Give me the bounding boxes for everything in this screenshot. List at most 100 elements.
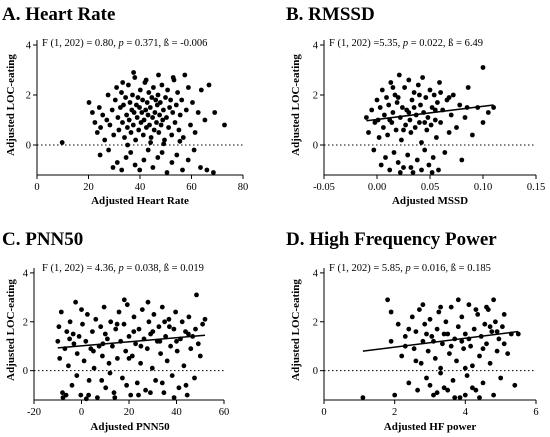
panel-a-point	[143, 107, 149, 113]
panel-d-x-axis-label: Adjusted HF power	[384, 421, 477, 433]
panel-c-point	[144, 346, 150, 352]
panel-c-point	[156, 324, 162, 330]
panel-a-point	[100, 112, 106, 118]
panel-c-point	[86, 378, 92, 383]
panel-a-point	[127, 100, 133, 105]
panel-c-point	[195, 341, 201, 347]
panel-b-point	[393, 127, 399, 133]
panel-c-point	[67, 336, 72, 342]
panel-b-point	[401, 165, 406, 170]
panel-a-point	[170, 110, 176, 115]
panel-c-point	[80, 321, 85, 327]
panel-b-point	[384, 95, 389, 100]
panel-b-point	[374, 97, 380, 103]
panel-a-point	[110, 165, 116, 170]
panel-a-point	[174, 152, 180, 158]
panel-b-point	[422, 120, 428, 125]
panel-a-point	[141, 157, 147, 163]
panel-a-point	[112, 97, 118, 103]
panel-a-point	[160, 117, 166, 123]
panel-a-point	[139, 110, 145, 115]
panel-d-stats-pre: F (1, 202) = 5.85,	[329, 263, 406, 274]
panel-c-point	[138, 343, 144, 349]
panel-d-point	[424, 331, 429, 337]
panel-c-point	[133, 341, 139, 347]
panel-c-point	[113, 326, 119, 332]
panel-c-point	[110, 343, 115, 349]
panel-a-point	[114, 160, 120, 165]
panel-d-point	[385, 297, 390, 303]
panel-c-point	[73, 299, 78, 305]
panel-c-regression	[57, 334, 206, 349]
panel-d-point	[491, 297, 496, 303]
panel-c-point	[57, 356, 63, 361]
panel-a-point	[107, 122, 113, 128]
panel-a-point	[173, 102, 179, 108]
panel-a-point	[132, 75, 138, 80]
panel-b-point	[391, 150, 397, 155]
panel-a-point	[96, 105, 102, 110]
panel-d-point	[432, 356, 438, 361]
panel-b-regression	[366, 104, 494, 122]
panel-a-point	[136, 127, 142, 133]
panel-a-y-tick-label: 2	[26, 91, 31, 102]
panel-d-point	[434, 390, 440, 396]
panel-d-regression-line	[362, 330, 519, 352]
panel-d-point	[512, 382, 518, 388]
panel-d-point	[406, 326, 412, 332]
panel-b-point	[438, 120, 443, 125]
panel-a-point	[86, 100, 92, 105]
panel-a-point	[156, 72, 161, 78]
panel-a-point	[180, 135, 186, 140]
panel-c-point	[136, 392, 141, 398]
panel-a-point	[154, 120, 159, 125]
panel-c-point	[67, 319, 73, 325]
panel-a-point	[109, 107, 115, 113]
panel-a-points	[59, 70, 227, 175]
panel-d-point	[402, 334, 408, 339]
panel-c-point	[116, 309, 122, 315]
panel-a-point	[159, 82, 165, 88]
panel-a-point	[90, 110, 95, 115]
panel-a-stats-pre: F (1, 202) = 0.80,	[42, 38, 119, 49]
panel-c-point	[123, 348, 129, 354]
panel-c-point	[181, 363, 187, 369]
panel-b-point	[366, 130, 371, 135]
panel-d-stats-p: p	[405, 263, 411, 274]
panel-a-point	[94, 130, 100, 135]
panel-b-point	[419, 167, 424, 173]
panel-d-point	[450, 378, 456, 383]
panel-d-point	[441, 331, 447, 337]
panel-a-point	[131, 70, 137, 75]
panel-a-axes: 0 20 40 60 80 0 2 4	[26, 40, 248, 193]
panel-d-point	[493, 319, 498, 325]
panel-d-y-tick-label: 0	[313, 366, 318, 377]
panel-d-point	[455, 297, 461, 303]
panel-b-point	[446, 130, 452, 135]
panel-c-y-tick-label: 2	[23, 317, 28, 328]
panel-c-point	[114, 321, 120, 327]
panel-a-point	[152, 110, 158, 115]
panel-a-point	[137, 167, 143, 173]
panel-a-point	[123, 95, 128, 100]
panel-a-point	[162, 137, 167, 143]
panel-a-y-tick-label: 4	[26, 41, 32, 52]
panel-b-point	[437, 80, 442, 85]
panel-b-point	[426, 162, 432, 168]
panel-d-point	[494, 348, 500, 354]
panel-a-point	[97, 152, 103, 158]
panel-a-stats-post: = 0.371, ß = -0.006	[124, 38, 208, 49]
panel-d-point	[438, 370, 443, 376]
panel-b-point	[385, 132, 390, 138]
panel-a-point	[198, 165, 203, 170]
panel-c-point	[86, 392, 91, 398]
panel-b-point	[425, 115, 431, 120]
panel-b-point	[411, 90, 417, 95]
panel-a-point	[222, 122, 227, 128]
panel-a-point	[145, 112, 151, 118]
panel-d-point	[422, 321, 428, 327]
panel-b-point	[485, 110, 491, 115]
panel-d-point	[515, 331, 521, 337]
panel-b-point	[432, 107, 438, 113]
panel-c-axes: -20 0 20 40 60 0 2 4	[23, 268, 229, 418]
